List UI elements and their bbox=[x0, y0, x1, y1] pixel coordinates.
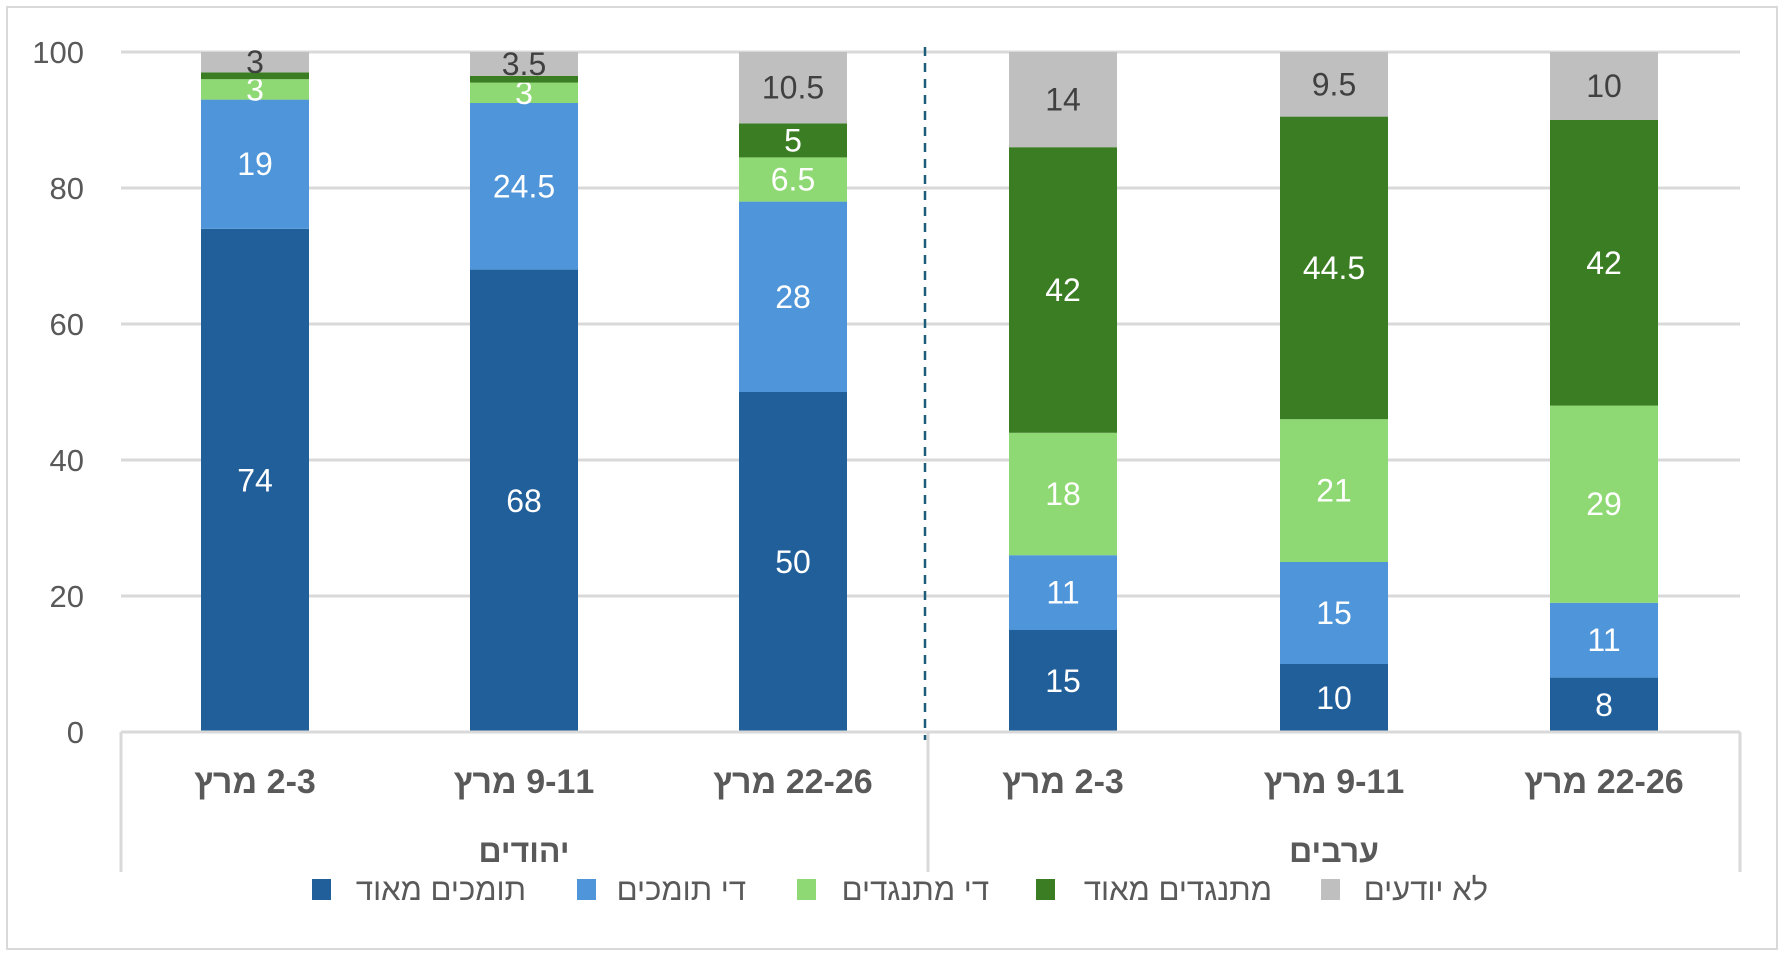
bar-segment bbox=[1009, 52, 1117, 148]
category-label: 9-11 מרץ bbox=[454, 763, 595, 801]
bar-segment bbox=[1550, 405, 1658, 603]
data-label: 10.5 bbox=[762, 70, 824, 106]
data-label: 28 bbox=[775, 279, 811, 315]
bar-segment bbox=[201, 228, 309, 733]
legend-label: די מתנגדים bbox=[842, 872, 989, 907]
legend-label: די תומכים bbox=[617, 872, 746, 907]
data-label: 11 bbox=[1587, 622, 1620, 658]
bar-segment bbox=[1280, 419, 1388, 562]
legend-swatch bbox=[577, 879, 596, 900]
data-label: 11 bbox=[1046, 575, 1079, 611]
y-axis-ticks: 0 20 40 60 80 100 bbox=[32, 35, 84, 750]
data-label: 9.5 bbox=[1312, 66, 1356, 102]
bar-segment bbox=[739, 52, 847, 124]
category-label: 9-11 מרץ bbox=[1264, 763, 1405, 801]
y-tick-label: 80 bbox=[50, 171, 84, 206]
bar-segment bbox=[1009, 147, 1117, 433]
bar-segment bbox=[201, 99, 309, 229]
x-axis bbox=[119, 47, 1742, 872]
data-label: 68 bbox=[506, 483, 542, 519]
data-label: 10 bbox=[1316, 680, 1352, 716]
data-label: 3.5 bbox=[502, 46, 546, 82]
data-label: 44.5 bbox=[1303, 250, 1365, 286]
category-label: 22-26 מרץ bbox=[1524, 763, 1683, 801]
bar-segment bbox=[1550, 52, 1658, 120]
bar-segment bbox=[739, 201, 847, 392]
legend-swatch bbox=[312, 879, 331, 900]
data-label: 3 bbox=[246, 71, 264, 107]
bar-segment bbox=[470, 103, 578, 270]
y-tick-label: 40 bbox=[50, 443, 84, 478]
bar-segment bbox=[470, 52, 578, 76]
data-label: 19 bbox=[237, 146, 273, 182]
bar-segment bbox=[470, 269, 578, 732]
legend: תומכים מאוד די תומכים די מתנגדים מתנגדים מא… bbox=[312, 872, 1488, 907]
bar-segment bbox=[739, 392, 847, 732]
bar-segment bbox=[739, 157, 847, 202]
data-label: 74 bbox=[237, 462, 273, 498]
bar-segment bbox=[739, 123, 847, 158]
legend-label: תומכים מאוד bbox=[356, 872, 526, 907]
bar-segment bbox=[1550, 120, 1658, 406]
legend-swatch bbox=[1036, 879, 1055, 900]
category-label: 22-26 מרץ bbox=[713, 763, 872, 801]
legend-item: די מתנגדים bbox=[797, 872, 989, 907]
legend-item: תומכים מאוד bbox=[312, 872, 526, 907]
y-tick-label: 0 bbox=[67, 715, 84, 750]
bar-segment bbox=[1280, 116, 1388, 420]
data-label: 42 bbox=[1045, 272, 1081, 308]
data-label: 42 bbox=[1586, 245, 1622, 281]
bar-segment bbox=[201, 79, 309, 100]
data-label: 10 bbox=[1586, 68, 1622, 104]
bar-segment bbox=[1009, 630, 1117, 732]
bar-segment bbox=[1550, 602, 1658, 678]
bar-segment bbox=[1009, 555, 1117, 630]
category-labels: 2-3 מרץ 9-11 מרץ 22-26 מרץ 2-3 מרץ 9-11 מרץ 2… bbox=[194, 763, 1684, 801]
data-label: 21 bbox=[1316, 473, 1352, 509]
bar-segment bbox=[1009, 432, 1117, 556]
bar-segment bbox=[201, 72, 309, 80]
data-label: 14 bbox=[1045, 82, 1081, 118]
category-label: 2-3 מרץ bbox=[1002, 763, 1124, 801]
legend-label: מתנגדים מאוד bbox=[1084, 872, 1272, 907]
data-label: 18 bbox=[1045, 476, 1081, 512]
y-tick-label: 20 bbox=[50, 579, 84, 614]
category-label: 2-3 מרץ bbox=[194, 763, 316, 801]
y-tick-label: 100 bbox=[32, 35, 84, 70]
data-label: 15 bbox=[1045, 663, 1081, 699]
legend-item: מתנגדים מאוד bbox=[1036, 872, 1272, 907]
data-label: 24.5 bbox=[493, 168, 555, 204]
legend-swatch bbox=[797, 879, 816, 900]
bar-segment bbox=[470, 75, 578, 83]
data-label: 50 bbox=[775, 544, 811, 580]
data-label: 5 bbox=[784, 122, 802, 158]
bar-segment bbox=[1280, 664, 1388, 732]
group-label: יהודים bbox=[479, 833, 570, 869]
bar-segment bbox=[1280, 52, 1388, 117]
data-label: 8 bbox=[1595, 687, 1613, 723]
bar-segment bbox=[201, 52, 309, 73]
legend-item: לא יודעים bbox=[1321, 872, 1488, 907]
group-label: ערבים bbox=[1289, 833, 1379, 869]
gridlines bbox=[121, 50, 1740, 598]
data-label: 3 bbox=[246, 44, 264, 80]
bar-segment bbox=[1280, 562, 1388, 664]
data-label: 6.5 bbox=[771, 162, 815, 198]
data-label: 29 bbox=[1586, 486, 1622, 522]
bar-segment bbox=[1550, 677, 1658, 732]
y-tick-label: 60 bbox=[50, 307, 84, 342]
legend-label: לא יודעים bbox=[1364, 872, 1488, 907]
bars: 7419336824.533.550286.5510.5151118421410… bbox=[201, 44, 1658, 733]
data-label: 15 bbox=[1316, 595, 1352, 631]
legend-item: די תומכים bbox=[577, 872, 746, 907]
bar-segment bbox=[470, 82, 578, 103]
data-label: 3 bbox=[515, 75, 533, 111]
legend-swatch bbox=[1321, 879, 1340, 900]
group-labels: יהודים ערבים bbox=[479, 833, 1379, 869]
